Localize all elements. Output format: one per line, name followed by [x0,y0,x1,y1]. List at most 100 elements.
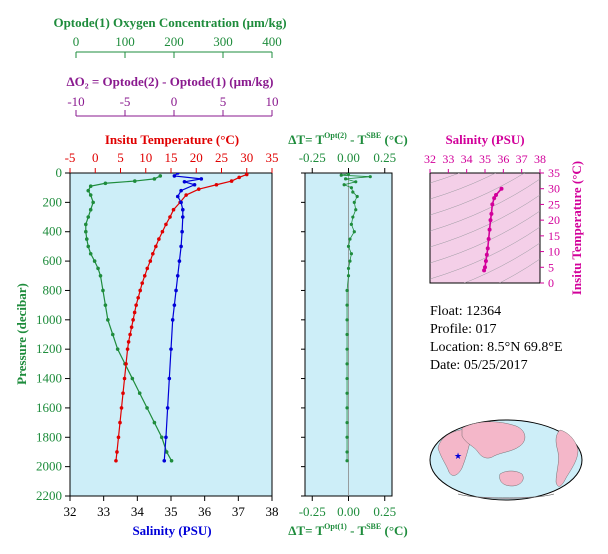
ts-point [483,259,488,263]
map-land-africa-europe [437,429,471,476]
profile-text: Profile: 017 [430,322,497,337]
delta-t-point [354,208,358,212]
delta-t-point [349,222,353,226]
temperature-point [115,450,119,454]
delta-t-point [342,183,346,187]
map-land-asia [461,421,526,459]
pressure-tick-label: 800 [43,282,63,297]
ts-point [492,196,497,201]
ts-temperature-tick-label: 0 [548,276,554,290]
main-profile-panel [69,172,273,497]
delta-t-point [345,362,349,366]
temperature-point [171,207,176,212]
delta-t-point [348,237,352,241]
salinity-tick-label: 38 [266,504,279,519]
temperature-point [160,229,165,234]
temperature-tick-label: 0 [92,150,99,165]
pressure-tick-label: 1000 [36,312,62,327]
ts-point [490,202,495,207]
delta-t-point [346,274,351,278]
temperature-point [157,237,161,241]
salinity-point [172,174,177,178]
delta-t-point [345,420,349,425]
temperature-point [138,288,142,293]
delta-t-top-tick-label: 0.25 [373,150,396,165]
temperature-point [154,244,158,249]
float-info: Float: 12364 Profile: 017 Location: 8.5°… [430,304,563,373]
pressure-tick-label: 1400 [36,371,62,386]
salinity-tick-label: 35 [165,504,178,519]
oxygen-axis-ticks: 0 100 200 300 400 [73,34,282,58]
ts-salinity-tick-label: 38 [534,152,546,166]
temperature-point [142,273,147,278]
ts-point [487,227,492,232]
delta-t-point [345,347,349,351]
oxygen-point [91,200,95,205]
ts-point [485,246,490,251]
delta-o2-axis-label: ΔO₂ = Optode(2) - Optode(1) (μm/kg) [66,74,273,89]
delta-t-point [345,332,349,337]
delta-t-point [345,459,349,463]
pressure-tick-label: 1600 [36,400,62,415]
oxygen-point [88,207,93,212]
pressure-tick-label: 200 [43,194,63,209]
temperature-point [129,325,134,329]
delta-t-axes-group: -0.25 -0.25 0.00 0.00 0.25 0.25 [299,150,396,519]
delta-t-point [352,230,356,234]
delta-t-point [345,450,349,454]
ts-density-contour [430,178,540,232]
ts-point [499,186,504,191]
salinity-axis-label: Salinity (PSU) [132,523,211,538]
oxygen-point [98,273,103,278]
salinity-tick-label: 36 [198,504,212,519]
salinity-point [170,318,175,322]
ts-density-contour [430,173,497,200]
temperature-tick-label: 25 [215,150,228,165]
temperature-point [229,179,234,183]
ts-temperature-tick-label: 15 [548,229,560,243]
temperature-point [145,266,150,271]
oxygen-point [115,347,120,351]
oxygen-point [130,376,135,381]
temperature-point [124,362,128,366]
ts-salinity-tick-label: 33 [442,152,454,166]
main-series-group [84,173,249,463]
salinity-point [182,180,187,184]
ts-density-contour [463,242,540,283]
temperature-point [134,303,138,307]
pressure-tick-label: 2000 [36,459,62,474]
map-land-australia [499,470,524,487]
ts-temperature-tick-label: 35 [548,166,560,180]
salinity-point [179,200,183,205]
delta-o2-tick-label: -5 [120,94,131,109]
date-text: Date: 05/25/2017 [430,358,528,373]
temperature-tick-label: 15 [165,150,178,165]
delta-t-top-tick-label: -0.25 [299,150,326,165]
delta-t-bottom-tick-label: 0.25 [373,504,396,519]
delta-t-point [345,435,349,439]
ts-temperature-tick-label: 25 [548,197,560,211]
salinity-point [169,347,173,351]
delta-o2-tick-label: 0 [171,94,178,109]
temperature-tick-label: 20 [190,150,203,165]
oxygen-point [145,406,149,410]
oxygen-point [106,318,110,322]
temperature-point [237,175,241,180]
ts-temperature-label: Insitu Temperature (°C) [569,161,584,295]
temperature-point [148,259,153,263]
oxygen-point [152,420,157,425]
oxygen-point [164,450,169,454]
pressure-tick-label: 1800 [36,429,62,444]
map-land-antarctica [457,493,555,499]
ts-point [484,252,489,257]
pressure-tick-label: 400 [43,224,63,239]
temperature-tick-label: -5 [65,150,76,165]
ts-temperature-tick-label: 10 [548,245,560,259]
delta-t-point [344,177,348,181]
ts-density-contours [430,173,540,283]
ts-temperature-tick-label: 30 [548,182,560,196]
temperature-point [121,391,125,396]
delta-t-point [345,376,349,381]
temperature-point [114,458,118,463]
ts-temperature-tick-label: 5 [548,260,554,274]
